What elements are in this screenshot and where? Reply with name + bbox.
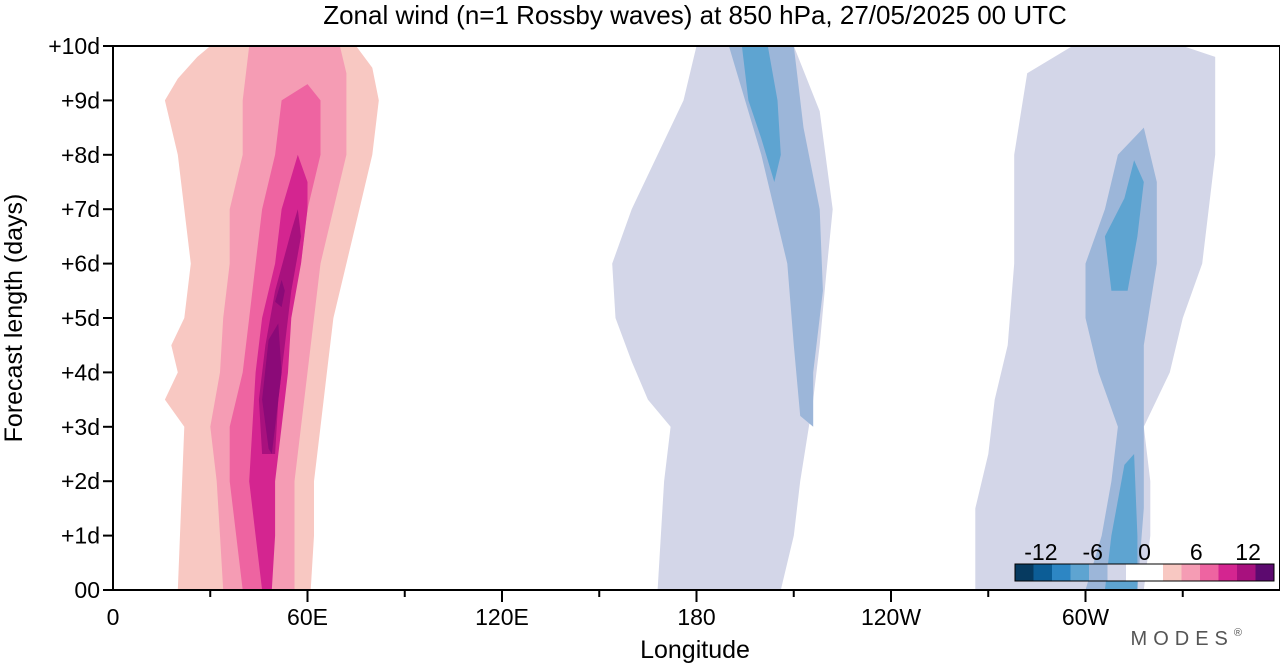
y-tick-label: +4d	[61, 359, 100, 385]
y-tick-label: +1d	[61, 523, 100, 549]
y-tick-label: +7d	[61, 196, 100, 222]
colorbar-label: -6	[1082, 539, 1102, 565]
y-tick-label: +9d	[61, 87, 100, 113]
y-tick-label: +5d	[61, 305, 100, 331]
x-axis: 0 60E 120E 180 120W 60W	[107, 590, 1184, 630]
y-tick-label: +6d	[61, 251, 100, 277]
colorbar-swatch	[1052, 564, 1071, 581]
y-axis: 00 +1d +2d +3d +4d +5d +6d +7d +8d +9d +10d	[48, 33, 113, 603]
colorbar-swatch	[1218, 564, 1238, 581]
brand-logo: MODES®	[1131, 627, 1248, 650]
colorbar: -12 -6 0 6 12	[1014, 539, 1275, 582]
contour-neg3-12	[1104, 454, 1138, 590]
x-tick-label: 0	[107, 604, 120, 630]
y-tick-label: +2d	[61, 468, 100, 494]
contour-neg3-13	[1104, 160, 1144, 291]
colorbar-label: 12	[1235, 539, 1261, 565]
x-axis-label: Longitude	[640, 636, 750, 664]
x-tick-label: 120E	[475, 604, 529, 630]
colorbar-swatch	[1237, 564, 1256, 581]
x-tick-label: 60E	[287, 604, 328, 630]
colorbar-swatch	[1200, 564, 1219, 581]
x-tick-label: 180	[677, 604, 715, 630]
colorbar-swatch	[1107, 564, 1127, 581]
colorbar-label: -12	[1024, 539, 1057, 565]
brand-text: MODES	[1131, 628, 1234, 650]
colorbar-swatch	[1015, 564, 1034, 581]
colorbar-swatch	[1070, 564, 1090, 581]
colorbar-swatch	[1163, 564, 1182, 581]
chart-title: Zonal wind (n=1 Rossby waves) at 850 hPa…	[323, 0, 1067, 30]
contour-pos6-5	[262, 323, 282, 454]
colorbar-swatch	[1033, 564, 1053, 581]
colorbar-swatch	[1126, 564, 1145, 581]
x-tick-label: 60W	[1062, 604, 1110, 630]
colorbar-frame	[1014, 563, 1275, 582]
y-tick-label: +8d	[61, 142, 100, 168]
colorbar-label: 0	[1138, 539, 1151, 565]
colorbar-swatch	[1144, 564, 1164, 581]
colorbar-swatch	[1181, 564, 1201, 581]
contour-pos6-6	[275, 279, 285, 308]
y-tick-label: 00	[74, 577, 100, 603]
x-tick-label: 120W	[861, 604, 921, 630]
y-axis-label: Forecast length (days)	[0, 194, 28, 443]
contour-layer	[164, 46, 1216, 591]
colorbar-swatch	[1089, 564, 1108, 581]
colorbar-swatch	[1255, 564, 1275, 581]
colorbar-label: 6	[1190, 539, 1203, 565]
contour-neg3-9	[741, 46, 781, 182]
y-tick-label: +10d	[48, 33, 100, 59]
y-tick-label: +3d	[61, 414, 100, 440]
contour-neg2-11	[1085, 127, 1157, 590]
brand-mark: ®	[1234, 627, 1248, 639]
contour-neg2-8	[728, 46, 823, 427]
